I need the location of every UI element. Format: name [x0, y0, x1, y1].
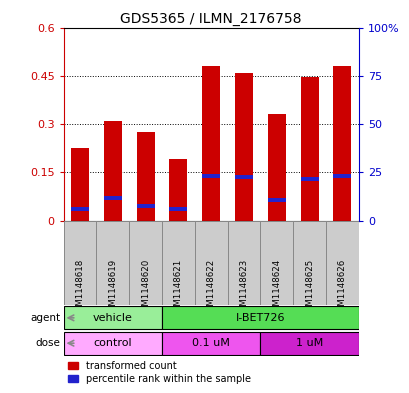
Bar	[194, 220, 227, 305]
Text: GSM1148621: GSM1148621	[173, 259, 182, 317]
Bar	[136, 204, 154, 208]
Text: GSM1148626: GSM1148626	[337, 259, 346, 317]
Text: 1 uM: 1 uM	[295, 338, 322, 348]
Bar	[234, 73, 252, 220]
Bar	[202, 174, 220, 178]
Bar	[129, 220, 162, 305]
Bar	[96, 220, 129, 305]
Bar	[63, 307, 162, 329]
Text: dose: dose	[35, 338, 60, 348]
Text: GSM1148623: GSM1148623	[239, 259, 248, 317]
Bar	[333, 174, 351, 178]
Text: control: control	[93, 338, 132, 348]
Bar	[260, 220, 292, 305]
Bar	[292, 220, 325, 305]
Legend: transformed count, percentile rank within the sample: transformed count, percentile rank withi…	[68, 361, 250, 384]
Bar	[103, 196, 121, 200]
Text: GSM1148619: GSM1148619	[108, 259, 117, 317]
Text: GSM1148622: GSM1148622	[206, 259, 215, 317]
Text: GSM1148620: GSM1148620	[141, 259, 150, 317]
Bar	[300, 77, 318, 220]
Bar	[169, 160, 187, 220]
Text: GSM1148624: GSM1148624	[272, 259, 281, 317]
Bar	[260, 332, 358, 354]
Text: GSM1148618: GSM1148618	[75, 259, 84, 317]
Bar	[267, 114, 285, 220]
Text: GSM1148625: GSM1148625	[304, 259, 313, 317]
Bar	[136, 132, 154, 220]
Bar	[169, 208, 187, 211]
Bar	[71, 208, 89, 211]
Bar	[63, 332, 162, 354]
Bar	[267, 198, 285, 202]
Bar	[162, 307, 358, 329]
Bar	[227, 220, 260, 305]
Bar	[234, 175, 252, 179]
Title: GDS5365 / ILMN_2176758: GDS5365 / ILMN_2176758	[120, 13, 301, 26]
Bar	[71, 148, 89, 220]
Text: vehicle: vehicle	[92, 313, 133, 323]
Bar	[63, 220, 96, 305]
Text: agent: agent	[30, 313, 60, 323]
Text: I-BET726: I-BET726	[235, 313, 284, 323]
Bar	[162, 220, 194, 305]
Bar	[325, 220, 358, 305]
Bar	[300, 177, 318, 181]
Text: 0.1 uM: 0.1 uM	[192, 338, 229, 348]
Bar	[202, 66, 220, 220]
Bar	[162, 332, 260, 354]
Bar	[333, 66, 351, 220]
Bar	[103, 121, 121, 220]
